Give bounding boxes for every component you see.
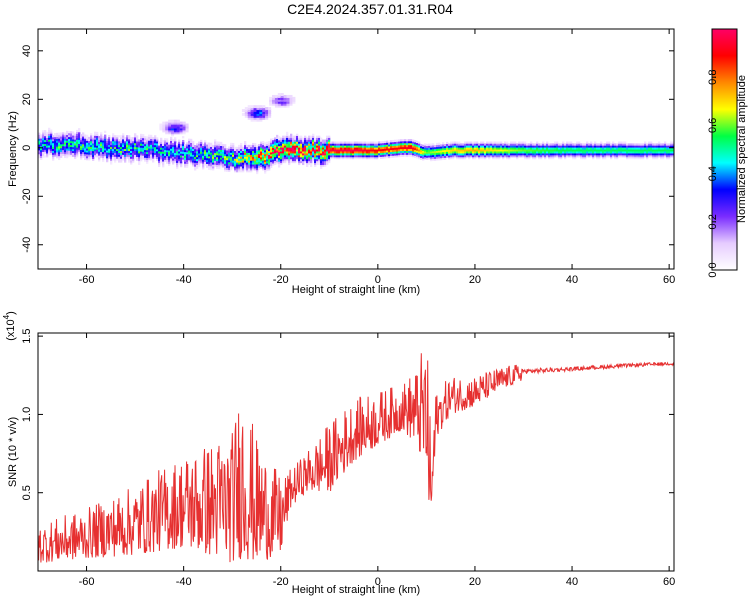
spectrogram-x-label: Height of straight line (km) [292, 284, 420, 296]
colorbar-ticks: 0.0 0.2 0.4 0.6 0.8 [707, 70, 719, 278]
snr-exponent: (x104) [2, 311, 17, 341]
colorbar-tick-label: 0.0 [707, 262, 719, 277]
snr-x-label: Height of straight line (km) [292, 584, 420, 596]
colorbar: 0.0 0.2 0.4 0.6 0.8 Normalized spectral ampl… [707, 28, 748, 278]
snr-exponent-base: (x10 [5, 319, 17, 340]
spectrogram-x-ticks: -60 -40 -20 0 20 40 60 [79, 29, 675, 286]
spectrogram-y-tick-label: -20 [21, 188, 33, 204]
svg-text:(x104): (x104) [2, 311, 17, 341]
spectrogram-x-tick-label: -60 [79, 274, 95, 286]
spectrogram-x-tick-label: -40 [176, 274, 192, 286]
colorbar-label: Normalized spectral amplitude [736, 75, 748, 223]
spectrogram-y-tick-label: 40 [21, 45, 33, 57]
spectrogram-x-tick-label: 60 [663, 274, 675, 286]
spectrogram-frame [37, 28, 675, 270]
snr-y-label: SNR (10 * v/v) [7, 417, 19, 487]
colorbar-tick-label: 0.4 [707, 166, 719, 181]
snr-x-tick-label: 40 [566, 576, 578, 588]
snr-x-tick-label: -20 [273, 576, 289, 588]
snr-x-tick-label: -60 [79, 576, 95, 588]
colorbar-tick-label: 0.6 [707, 118, 719, 133]
spectrogram-x-tick-label: 40 [566, 274, 578, 286]
snr-exponent-close: ) [5, 311, 17, 315]
colorbar-tick-label: 0.2 [707, 214, 719, 229]
spectrogram-image [38, 93, 675, 175]
spectrogram-x-tick-label: 0 [375, 274, 381, 286]
spectrogram-x-tick-label: 20 [469, 274, 481, 286]
colorbar-scale [711, 28, 738, 271]
snr-x-tick-label: 60 [663, 576, 675, 588]
snr-y-tick-label: 0.5 [21, 485, 33, 500]
snr-frame [37, 332, 675, 572]
snr-y-tick-label: 1.5 [21, 328, 33, 343]
spectrogram-panel: -60 -40 -20 0 20 40 60 40 20 0 -20 -40 Height of s… [7, 28, 675, 296]
snr-y-tick-label: 1.0 [21, 407, 33, 422]
spectrogram-y-tick-label: 0 [21, 145, 33, 151]
snr-x-tick-label: 20 [469, 576, 481, 588]
spectrogram-y-ticks: 40 20 0 -20 -40 [21, 45, 674, 253]
figure-title: C2E4.2024.357.01.31.R04 [287, 1, 453, 17]
snr-panel: -60 -40 -20 0 20 40 60 1.5 1.0 0.5 Height of str… [2, 311, 675, 596]
snr-x-tick-label: -40 [176, 576, 192, 588]
snr-series-line [37, 353, 675, 563]
snr-exponent-power: 4 [2, 314, 11, 319]
spectrogram-y-label: Frequency (Hz) [7, 111, 19, 187]
colorbar-tick-label: 0.8 [707, 70, 719, 85]
spectrogram-y-tick-label: -40 [21, 237, 33, 253]
snr-y-ticks: 1.5 1.0 0.5 [21, 328, 674, 500]
spectrogram-x-tick-label: -20 [273, 274, 289, 286]
snr-x-tick-label: 0 [375, 576, 381, 588]
spectrogram-y-tick-label: 20 [21, 93, 33, 105]
snr-x-ticks: -60 -40 -20 0 20 40 60 [79, 333, 675, 588]
